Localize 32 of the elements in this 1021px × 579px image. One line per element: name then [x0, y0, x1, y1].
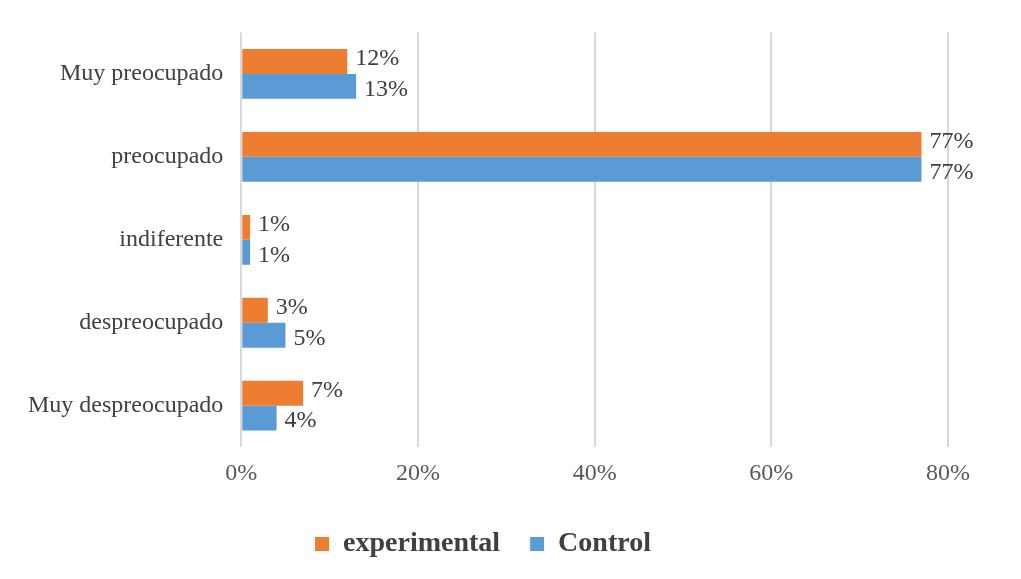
data-label: 4% [284, 406, 317, 433]
x-tick-label: 80% [926, 458, 970, 485]
y-tick-label: preocupado [111, 142, 224, 169]
data-label: 1% [258, 240, 291, 267]
bar [242, 131, 922, 157]
bar [242, 322, 286, 348]
y-tick-label: indiferente [119, 225, 224, 252]
legend-label: experimental [343, 526, 501, 558]
bar [242, 73, 357, 99]
bar [242, 380, 304, 406]
bar [242, 156, 922, 182]
bar [242, 239, 251, 265]
data-label: 5% [293, 323, 326, 350]
x-tick-label: 20% [395, 458, 440, 485]
data-label: 12% [355, 43, 400, 70]
bar [242, 405, 277, 431]
data-label: 7% [311, 375, 344, 402]
y-tick-label: Muy despreocupado [28, 391, 224, 418]
x-tick-label: 60% [749, 458, 794, 485]
data-label: 13% [364, 74, 409, 101]
bar [242, 214, 251, 240]
y-tick-label: Muy preocupado [59, 59, 224, 86]
data-label: 77% [929, 157, 974, 184]
data-label: 1% [258, 209, 291, 236]
data-label: 3% [275, 292, 308, 319]
x-tick-label: 40% [572, 458, 617, 485]
x-tick-label: 0% [225, 458, 258, 485]
data-label: 77% [929, 126, 974, 153]
y-tick-label: despreocupado [79, 308, 224, 335]
bar [242, 48, 348, 74]
bar [242, 297, 268, 323]
legend-label: Control [558, 526, 652, 558]
